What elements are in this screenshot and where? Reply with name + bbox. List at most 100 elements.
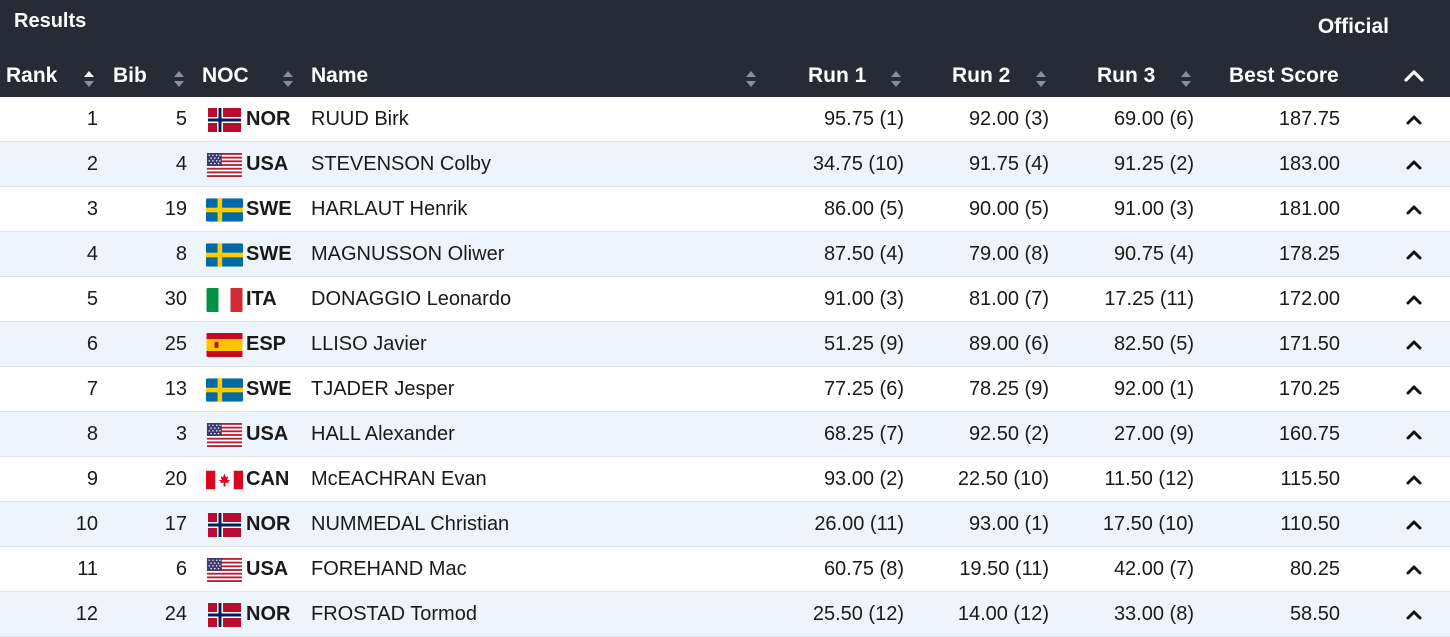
column-header-rank[interactable]: Rank: [6, 60, 57, 92]
column-header-noc[interactable]: NOC: [202, 60, 249, 92]
column-label-run2: Run 2: [952, 64, 1011, 87]
chevron-up-icon[interactable]: [1404, 471, 1424, 487]
run1-score: 51.25 (9): [823, 333, 904, 355]
run3-score: 91.25 (2): [1113, 153, 1194, 175]
bib-cell: 5: [175, 108, 187, 130]
noc-cell: SWE: [246, 378, 292, 400]
collapse-all-chevron-up-icon[interactable]: [1403, 67, 1425, 85]
athlete-name[interactable]: HALL Alexander: [311, 423, 455, 445]
athlete-name[interactable]: FOREHAND Mac: [311, 558, 467, 580]
run2-score: 14.00 (12): [957, 603, 1049, 625]
result-row[interactable]: 1 5 NOR RUUD Birk 95.75 (1) 92.00 (3) 69.00 (6…: [0, 97, 1450, 142]
run1-score: 95.75 (1): [823, 108, 904, 130]
norway-flag-icon: [206, 108, 243, 132]
sort-rank-icon[interactable]: [83, 69, 95, 89]
noc-cell: USA: [246, 558, 289, 580]
bib-cell: 30: [164, 288, 187, 310]
chevron-up-icon[interactable]: [1404, 291, 1424, 307]
bib-cell: 20: [164, 468, 187, 490]
rank-cell: 4: [86, 243, 98, 265]
athlete-name[interactable]: MAGNUSSON Oliwer: [311, 243, 505, 265]
column-header-run1[interactable]: Run 1: [808, 60, 866, 92]
athlete-name[interactable]: TJADER Jesper: [311, 378, 455, 400]
best-score: 178.25: [1278, 243, 1340, 265]
run3-score: 33.00 (8): [1113, 603, 1194, 625]
bib-cell: 24: [164, 603, 187, 625]
athlete-name[interactable]: DONAGGIO Leonardo: [311, 288, 512, 310]
column-header-best-score[interactable]: Best Score: [1229, 60, 1339, 92]
athlete-name[interactable]: NUMMEDAL Christian: [311, 513, 510, 535]
result-row[interactable]: 9 20 CAN McEACHRAN Evan 93.00 (2) 22.50 (10) 1…: [0, 457, 1450, 502]
run2-score: 93.00 (1): [968, 513, 1049, 535]
athlete-name[interactable]: FROSTAD Tormod: [311, 603, 477, 625]
run2-score: 19.50 (11): [959, 558, 1049, 580]
chevron-up-icon[interactable]: [1404, 201, 1424, 217]
result-row[interactable]: 7 13 SWE TJADER Jesper 77.25 (6) 78.25 (9) 92.…: [0, 367, 1450, 412]
result-row[interactable]: 6 25 ESP LLISO Javier 51.25 (9) 89.00 (6) 82.5…: [0, 322, 1450, 367]
chevron-up-icon[interactable]: [1404, 606, 1424, 622]
column-header-run2[interactable]: Run 2: [952, 60, 1010, 92]
rank-cell: 9: [86, 468, 98, 490]
athlete-name[interactable]: McEACHRAN Evan: [311, 468, 487, 490]
run1-score: 87.50 (4): [823, 243, 904, 265]
run3-score: 92.00 (1): [1113, 378, 1194, 400]
chevron-up-icon[interactable]: [1404, 426, 1424, 442]
bib-cell: 19: [164, 198, 187, 220]
column-header-run3[interactable]: Run 3: [1097, 60, 1155, 92]
column-label-name: Name: [311, 64, 369, 87]
best-score: 58.50: [1289, 603, 1340, 625]
sort-bib-icon[interactable]: [173, 69, 185, 89]
sort-run3-icon[interactable]: [1180, 69, 1192, 89]
noc-cell: ESP: [246, 333, 287, 355]
run3-score: 27.00 (9): [1113, 423, 1194, 445]
athlete-name[interactable]: RUUD Birk: [311, 108, 409, 130]
chevron-up-icon[interactable]: [1404, 246, 1424, 262]
run3-score: 82.50 (5): [1113, 333, 1194, 355]
column-label-best-score: Best Score: [1229, 64, 1339, 87]
noc-cell: NOR: [246, 108, 291, 130]
sort-run1-icon[interactable]: [890, 69, 902, 89]
run1-score: 91.00 (3): [823, 288, 904, 310]
run2-score: 92.50 (2): [968, 423, 1049, 445]
chevron-up-icon[interactable]: [1404, 156, 1424, 172]
results-title: Results: [14, 10, 87, 32]
run2-score: 81.00 (7): [968, 288, 1049, 310]
rank-cell: 1: [86, 108, 98, 130]
noc-cell: CAN: [246, 468, 290, 490]
athlete-name[interactable]: LLISO Javier: [311, 333, 427, 355]
noc-cell: USA: [246, 423, 289, 445]
result-row[interactable]: 11 6 USA FOREHAND Mac 60.75 (8) 19.50 (11) 42.…: [0, 547, 1450, 592]
chevron-up-icon[interactable]: [1404, 111, 1424, 127]
norway-flag-icon: [206, 603, 243, 627]
result-row[interactable]: 5 30 ITA DONAGGIO Leonardo 91.00 (3) 81.00 (7…: [0, 277, 1450, 322]
usa-flag-icon: [206, 153, 243, 177]
results-header: Results Official Rank Bib NOC Name Run 1…: [0, 0, 1450, 97]
noc-cell: SWE: [246, 243, 292, 265]
result-row[interactable]: 4 8 SWE MAGNUSSON Oliwer 87.50 (4) 79.00 (8) 9…: [0, 232, 1450, 277]
athlete-name[interactable]: HARLAUT Henrik: [311, 198, 468, 220]
sort-run2-icon[interactable]: [1035, 69, 1047, 89]
column-header-bib[interactable]: Bib: [113, 60, 147, 92]
sweden-flag-icon: [206, 243, 243, 267]
result-row[interactable]: 2 4 USA STEVENSON Colby 34.75 (10) 91.75 (4) 9…: [0, 142, 1450, 187]
result-row[interactable]: 3 19 SWE HARLAUT Henrik 86.00 (5) 90.00 (5) 91…: [0, 187, 1450, 232]
chevron-up-icon[interactable]: [1404, 336, 1424, 352]
sort-noc-icon[interactable]: [282, 69, 294, 89]
best-score: 172.00: [1278, 288, 1340, 310]
noc-cell: SWE: [246, 198, 292, 220]
chevron-up-icon[interactable]: [1404, 516, 1424, 532]
run1-score: 93.00 (2): [823, 468, 904, 490]
noc-cell: NOR: [246, 513, 291, 535]
run2-score: 78.25 (9): [968, 378, 1049, 400]
column-header-name[interactable]: Name: [311, 60, 368, 92]
chevron-up-icon[interactable]: [1404, 561, 1424, 577]
rank-cell: 12: [75, 603, 98, 625]
sort-name-icon[interactable]: [745, 69, 757, 89]
result-row[interactable]: 8 3 USA HALL Alexander 68.25 (7) 92.50 (2) 27.…: [0, 412, 1450, 457]
bib-cell: 13: [164, 378, 187, 400]
result-row[interactable]: 12 24 NOR FROSTAD Tormod 25.50 (12) 14.00 (12…: [0, 592, 1450, 637]
chevron-up-icon[interactable]: [1404, 381, 1424, 397]
bib-cell: 4: [175, 153, 187, 175]
athlete-name[interactable]: STEVENSON Colby: [311, 153, 492, 175]
result-row[interactable]: 10 17 NOR NUMMEDAL Christian 26.00 (11) 93.00…: [0, 502, 1450, 547]
